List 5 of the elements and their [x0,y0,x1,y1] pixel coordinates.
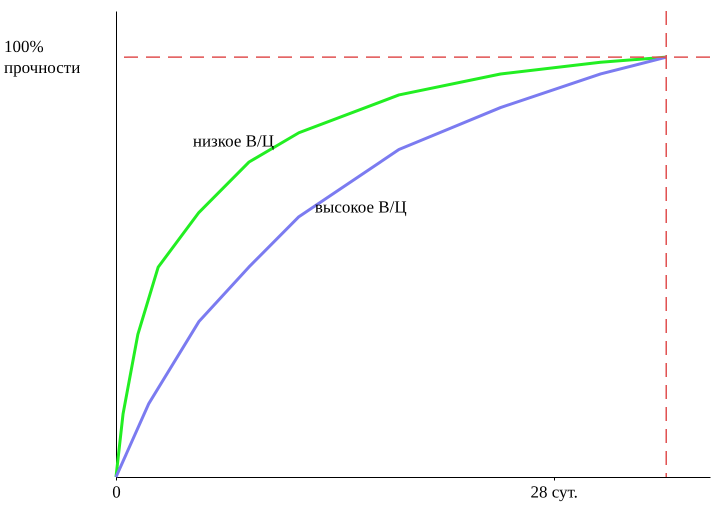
ref-line-label: 100% прочности [4,37,80,78]
x-tick-label: 0 [112,482,121,502]
series-label: низкое В/Ц [192,132,274,151]
x-tick-label: 28 сут. [530,482,578,502]
series-label: высокое В/Ц [314,198,407,217]
